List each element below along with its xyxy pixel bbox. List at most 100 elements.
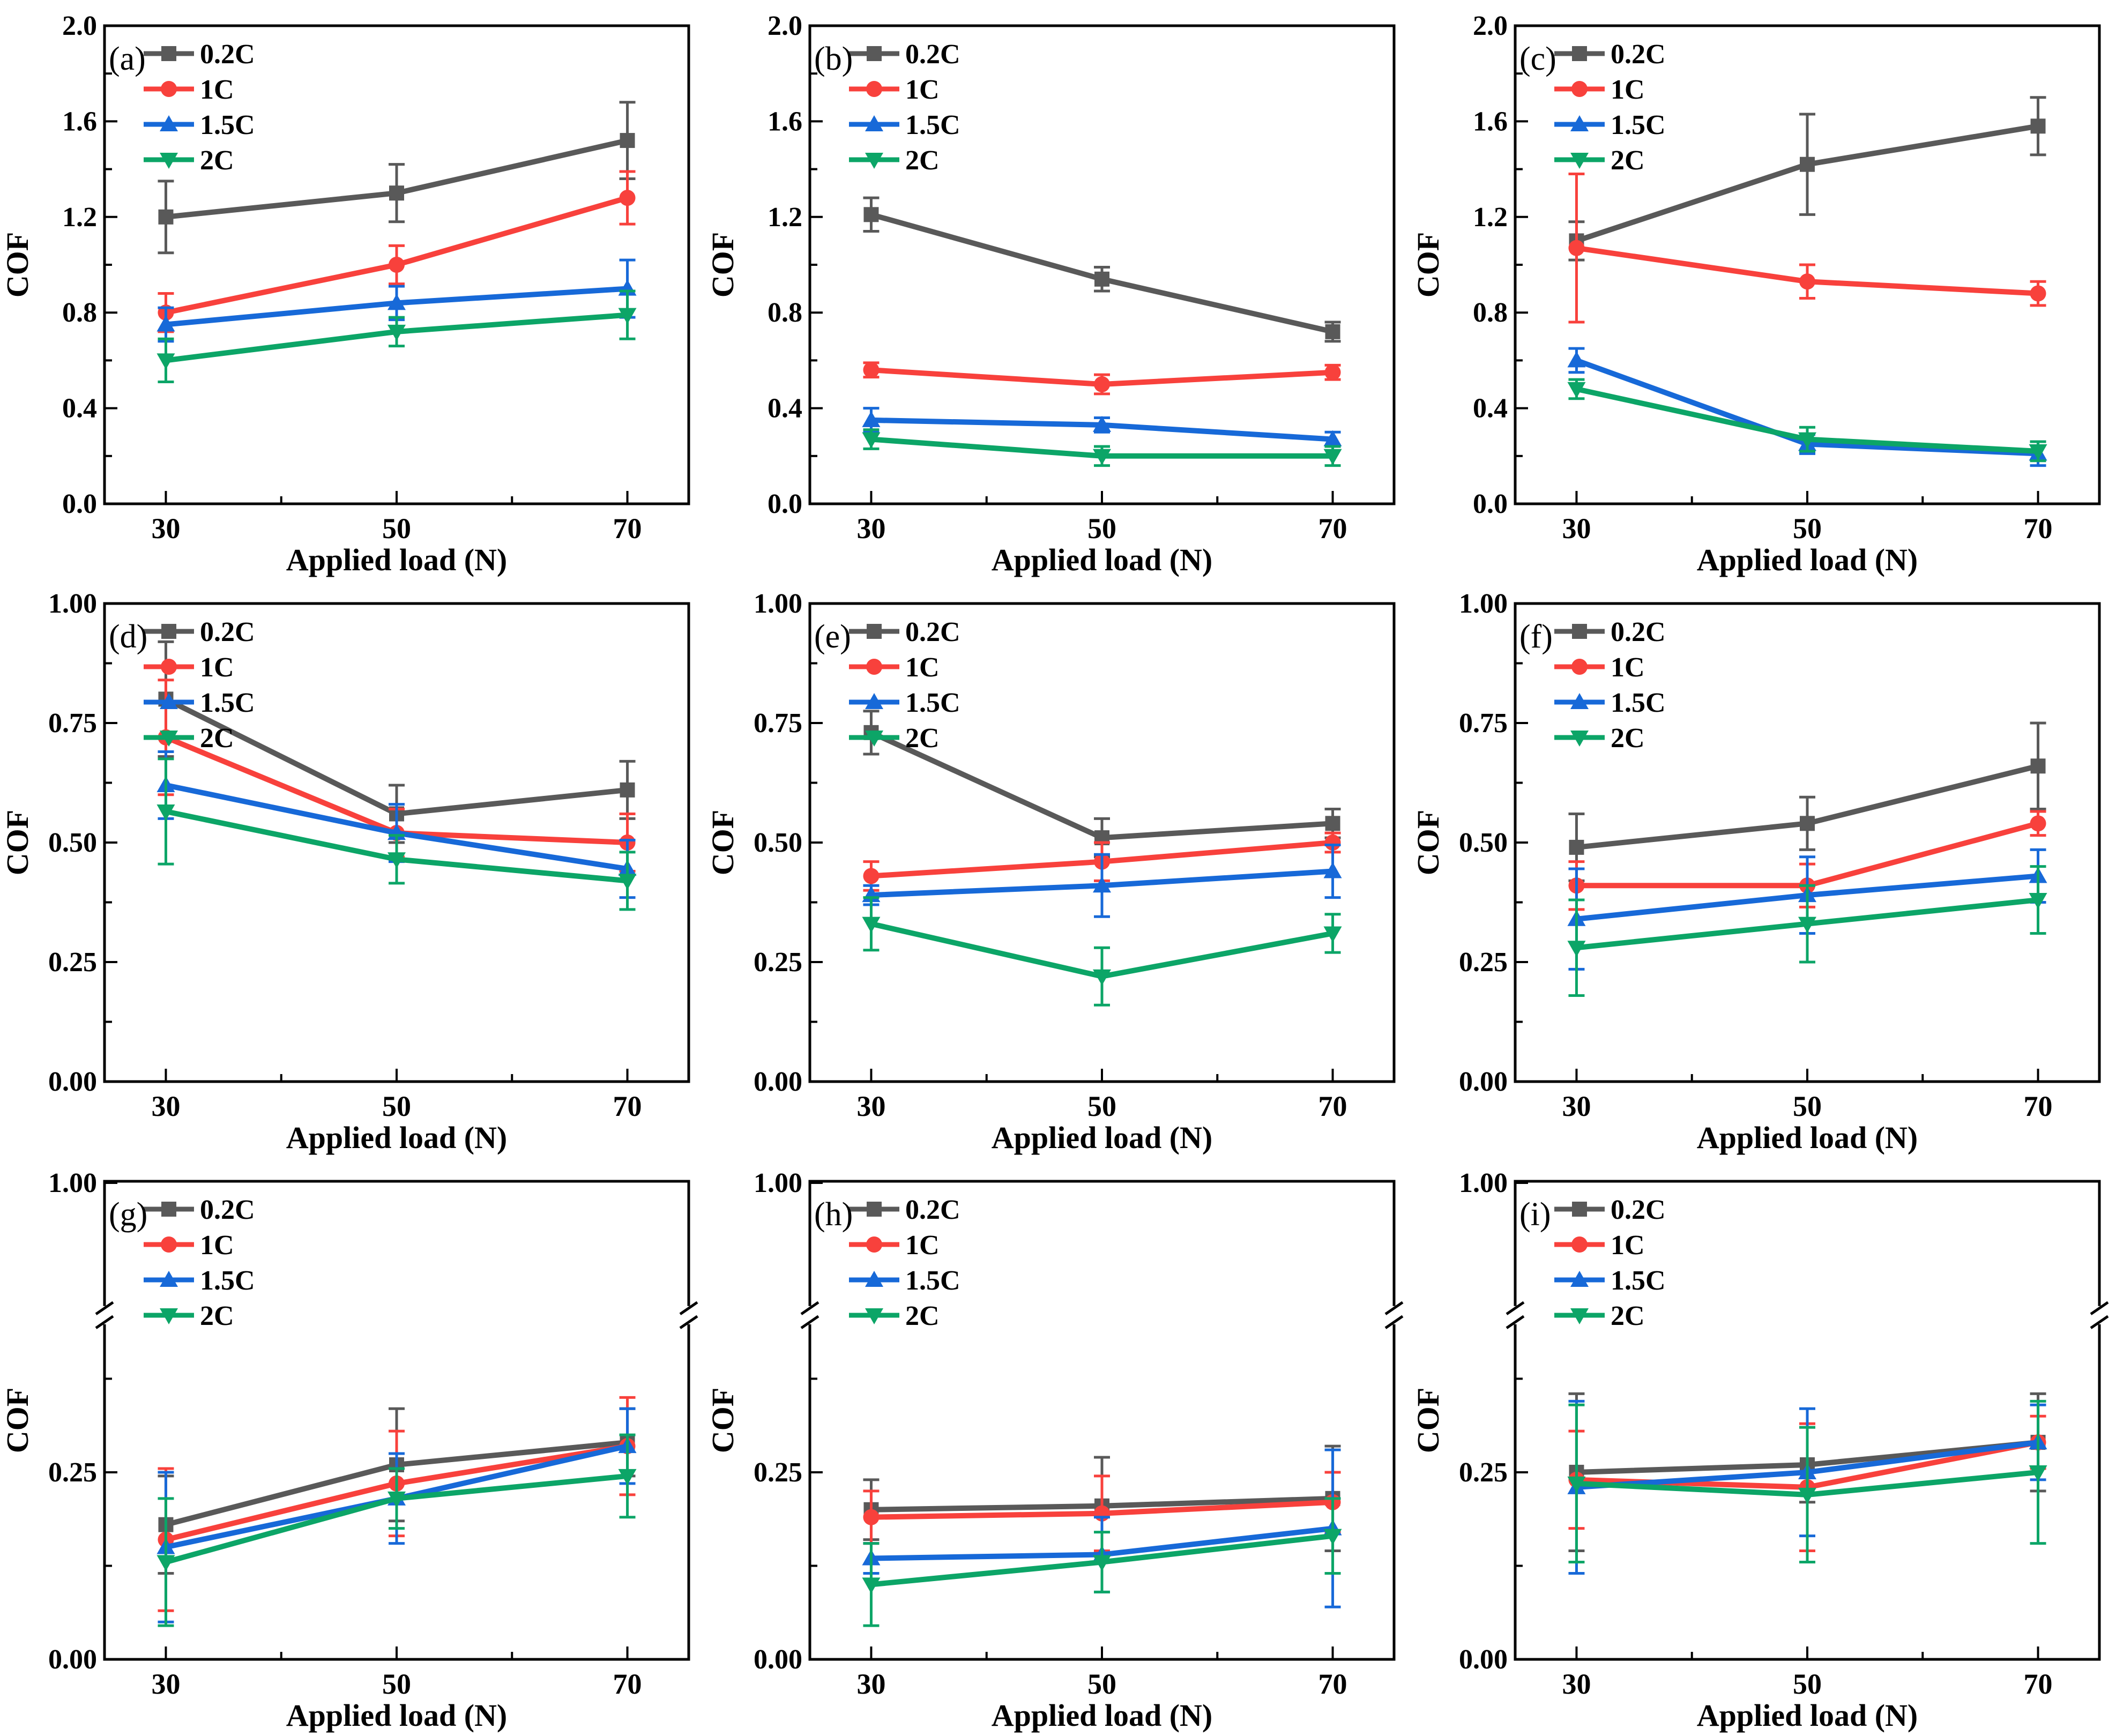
y-axis: 0.0 0.4 0.8 1.2 1.6 2.0 xyxy=(62,11,117,519)
x-axis-title: Applied load (N) xyxy=(992,1120,1213,1155)
panel-letter: (h) xyxy=(814,1196,853,1233)
x-axis-title: Applied load (N) xyxy=(286,1120,508,1155)
panel-g-chart: 0.00 0.25 1.00 30 50 70 0.2C 1C 1.5C 2C (g) COF Appl… xyxy=(0,1168,698,1733)
legend-label: 1.5C xyxy=(1611,1265,1666,1296)
legend: 0.2C 1C 1.5C 2C xyxy=(144,1195,255,1331)
legend: 0.2C 1C 1.5C 2C xyxy=(1554,1195,1666,1331)
legend-item-1.5C: 1.5C xyxy=(1554,110,1666,140)
svg-text:70: 70 xyxy=(613,512,642,545)
panel-i-chart: 0.00 0.25 1.00 30 50 70 0.2C 1C 1.5C 2C (i) COF Appl… xyxy=(1411,1168,2109,1733)
series-2C xyxy=(157,757,637,911)
legend-label: 2C xyxy=(200,1301,234,1331)
legend-label: 2C xyxy=(905,1301,940,1331)
panel-e-chart: 0.00 0.25 0.50 0.75 1.00 30 50 70 0.2C 1C 1.5C 2C (e… xyxy=(705,588,1396,1155)
y-axis-title: COF xyxy=(1411,232,1446,297)
panel-letter: (a) xyxy=(109,41,146,77)
svg-text:30: 30 xyxy=(1562,512,1591,545)
svg-text:0.75: 0.75 xyxy=(1459,708,1508,739)
svg-text:70: 70 xyxy=(613,1090,642,1122)
svg-text:1.6: 1.6 xyxy=(768,106,802,137)
svg-text:0.75: 0.75 xyxy=(754,708,802,739)
y-axis-title: COF xyxy=(1411,810,1446,875)
panel-cell-g: 0.00 0.25 1.00 30 50 70 0.2C 1C 1.5C 2C (g) COF Appl… xyxy=(0,1156,705,1734)
legend-item-1.5C: 1.5C xyxy=(849,110,960,140)
svg-text:0.25: 0.25 xyxy=(48,1457,97,1488)
legend-item-0.2C: 0.2C xyxy=(144,617,255,647)
legend-item-2C: 2C xyxy=(144,145,234,176)
svg-text:0.4: 0.4 xyxy=(62,393,97,424)
svg-text:30: 30 xyxy=(856,1090,885,1122)
legend-item-0.2C: 0.2C xyxy=(144,39,255,70)
x-axis: 30 50 70 xyxy=(856,1069,1347,1122)
svg-text:0.25: 0.25 xyxy=(1459,1457,1508,1488)
svg-text:2.0: 2.0 xyxy=(62,11,97,41)
x-axis: 30 50 70 xyxy=(856,1646,1347,1700)
panel-cell-f: 0.00 0.25 0.50 0.75 1.00 30 50 70 0.2C 1C 1.5C 2C (f… xyxy=(1411,578,2116,1156)
legend-label: 1.5C xyxy=(200,688,255,718)
legend-label: 0.2C xyxy=(905,1195,960,1225)
legend-item-1C: 1C xyxy=(849,1230,940,1261)
y-axis: 0.00 0.25 0.50 0.75 1.00 xyxy=(48,588,117,1097)
svg-text:0.25: 0.25 xyxy=(754,947,802,978)
legend: 0.2C 1C 1.5C 2C xyxy=(849,617,960,754)
svg-text:1.00: 1.00 xyxy=(754,1168,802,1198)
series-0.2C xyxy=(158,101,636,255)
x-axis-title: Applied load (N) xyxy=(1697,1698,1918,1733)
legend: 0.2C 1C 1.5C 2C xyxy=(144,617,255,754)
y-axis: 0.0 0.4 0.8 1.2 1.6 2.0 xyxy=(768,11,823,519)
legend-item-0.2C: 0.2C xyxy=(849,39,960,70)
svg-text:0.50: 0.50 xyxy=(754,828,802,858)
series-2C xyxy=(1567,865,2047,997)
axis-break-marks xyxy=(800,1301,1404,1329)
y-axis-title: COF xyxy=(1411,1388,1446,1453)
series-1C xyxy=(863,361,1341,396)
y-axis: 0.00 0.25 1.00 xyxy=(48,1168,117,1675)
svg-text:0.50: 0.50 xyxy=(48,828,97,858)
legend-label: 2C xyxy=(905,723,940,754)
x-axis: 30 50 70 xyxy=(151,491,642,545)
series-2C xyxy=(862,896,1342,1007)
legend-label: 1C xyxy=(1611,1230,1645,1261)
panel-d-chart: 0.00 0.25 0.50 0.75 1.00 30 50 70 0.2C 1C 1.5C 2C (d… xyxy=(0,588,690,1155)
axes-frame xyxy=(808,24,1396,505)
svg-text:70: 70 xyxy=(1318,512,1347,545)
legend-item-2C: 2C xyxy=(849,145,940,176)
legend-label: 1C xyxy=(1611,652,1645,683)
x-axis: 30 50 70 xyxy=(151,1646,642,1700)
legend-label: 2C xyxy=(905,145,940,176)
legend-label: 2C xyxy=(1611,723,1645,754)
y-axis-title: COF xyxy=(705,1388,740,1453)
x-axis-title: Applied load (N) xyxy=(992,1698,1213,1733)
svg-text:0.00: 0.00 xyxy=(1459,1644,1508,1675)
panel-letter: (d) xyxy=(109,619,147,655)
legend-item-1C: 1C xyxy=(144,652,234,683)
x-axis: 30 50 70 xyxy=(1562,1069,2053,1122)
svg-text:0.0: 0.0 xyxy=(62,489,97,519)
axes-frame xyxy=(808,1180,1396,1661)
legend-item-1.5C: 1.5C xyxy=(144,1265,255,1296)
series-2C xyxy=(862,428,1342,467)
legend-label: 1C xyxy=(200,74,234,105)
legend-label: 1.5C xyxy=(905,110,960,140)
legend-item-1.5C: 1.5C xyxy=(1554,1265,1666,1296)
panel-cell-h: 0.00 0.25 1.00 30 50 70 0.2C 1C 1.5C 2C (h) COF Appl… xyxy=(705,1156,1411,1734)
legend-item-0.2C: 0.2C xyxy=(849,617,960,647)
svg-text:0.50: 0.50 xyxy=(1459,828,1508,858)
svg-text:2.0: 2.0 xyxy=(768,11,802,41)
panel-h-chart: 0.00 0.25 1.00 30 50 70 0.2C 1C 1.5C 2C (h) COF Appl… xyxy=(705,1168,1404,1733)
legend-item-1.5C: 1.5C xyxy=(144,110,255,140)
y-axis: 0.00 0.25 0.50 0.75 1.00 xyxy=(754,588,823,1097)
svg-text:1.2: 1.2 xyxy=(768,202,802,233)
panel-cell-b: 0.0 0.4 0.8 1.2 1.6 2.0 30 50 70 0.2C 1C 1.5C 2C (b) C… xyxy=(705,0,1411,578)
legend-label: 0.2C xyxy=(1611,617,1666,647)
legend-item-2C: 2C xyxy=(144,723,234,754)
panel-cell-c: 0.0 0.4 0.8 1.2 1.6 2.0 30 50 70 0.2C 1C 1.5C 2C (c) C… xyxy=(1411,0,2116,578)
y-axis-title: COF xyxy=(0,232,35,297)
legend-label: 2C xyxy=(1611,145,1645,176)
svg-text:50: 50 xyxy=(1793,1090,1822,1122)
svg-text:50: 50 xyxy=(382,1668,411,1700)
series-2C xyxy=(157,289,637,384)
svg-text:30: 30 xyxy=(151,1668,180,1700)
axes-frame xyxy=(808,602,1396,1083)
svg-text:50: 50 xyxy=(1793,1668,1822,1700)
